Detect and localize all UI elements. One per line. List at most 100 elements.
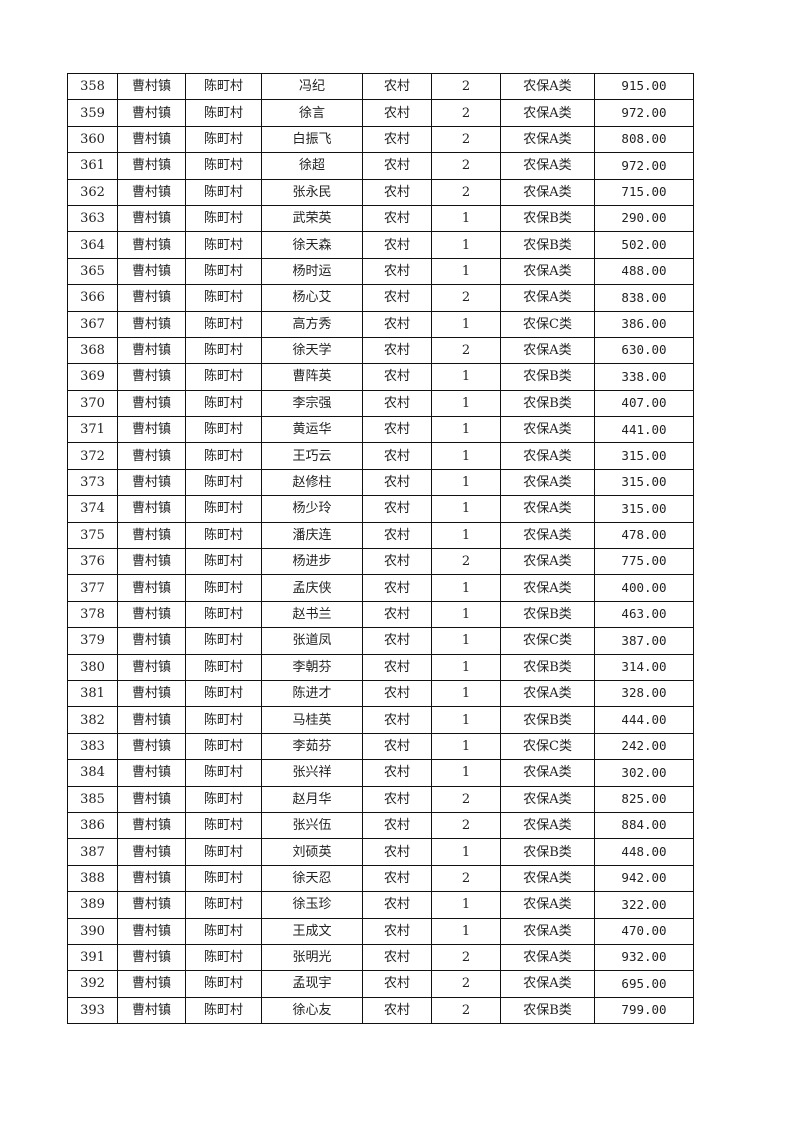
name-cell: 赵修柱 xyxy=(261,468,363,497)
person-count-cell: 1 xyxy=(431,732,501,761)
person-count-cell: 1 xyxy=(431,653,501,681)
household-type-cell: 农村 xyxy=(362,838,432,866)
insurance-category-cell: 农保A类 xyxy=(500,416,595,444)
insurance-category-cell: 农保A类 xyxy=(500,152,595,180)
town-cell: 曹村镇 xyxy=(117,284,186,312)
row-number-cell: 391 xyxy=(67,943,118,972)
amount-cell: 695.00 xyxy=(594,970,694,998)
person-count-cell: 1 xyxy=(431,442,501,470)
insurance-category-cell: 农保B类 xyxy=(500,204,595,233)
person-count-cell: 2 xyxy=(431,811,501,840)
town-cell: 曹村镇 xyxy=(117,310,186,338)
table-row: 379 曹村镇 陈町村 张道凤 农村 1 农保C类 387.00 xyxy=(67,627,694,655)
village-cell: 陈町村 xyxy=(185,732,262,761)
amount-cell: 315.00 xyxy=(594,495,694,523)
row-number-cell: 371 xyxy=(67,416,118,444)
village-cell: 陈町村 xyxy=(185,284,262,312)
row-number-cell: 383 xyxy=(67,732,118,761)
insurance-category-cell: 农保A类 xyxy=(500,970,595,998)
amount-cell: 328.00 xyxy=(594,679,694,708)
amount-cell: 972.00 xyxy=(594,99,694,127)
town-cell: 曹村镇 xyxy=(117,759,186,787)
insurance-category-cell: 农保B类 xyxy=(500,389,595,418)
village-cell: 陈町村 xyxy=(185,864,262,893)
row-number-cell: 393 xyxy=(67,996,118,1025)
row-number-cell: 388 xyxy=(67,864,118,893)
village-cell: 陈町村 xyxy=(185,521,262,550)
village-cell: 陈町村 xyxy=(185,706,262,734)
household-type-cell: 农村 xyxy=(362,732,432,761)
row-number-cell: 376 xyxy=(67,548,118,576)
row-number-cell: 384 xyxy=(67,759,118,787)
village-cell: 陈町村 xyxy=(185,231,262,259)
person-count-cell: 1 xyxy=(431,495,501,523)
amount-cell: 630.00 xyxy=(594,336,694,365)
table-row: 377 曹村镇 陈町村 孟庆侠 农村 1 农保A类 400.00 xyxy=(67,574,694,602)
village-cell: 陈町村 xyxy=(185,759,262,787)
amount-cell: 314.00 xyxy=(594,653,694,681)
name-cell: 徐天学 xyxy=(261,336,363,365)
town-cell: 曹村镇 xyxy=(117,891,186,919)
table-row: 382 曹村镇 陈町村 马桂英 农村 1 农保B类 444.00 xyxy=(67,706,694,734)
name-cell: 赵书兰 xyxy=(261,600,363,629)
person-count-cell: 1 xyxy=(431,917,501,945)
town-cell: 曹村镇 xyxy=(117,442,186,470)
amount-cell: 972.00 xyxy=(594,152,694,180)
household-type-cell: 农村 xyxy=(362,679,432,708)
table-row: 376 曹村镇 陈町村 杨进步 农村 2 农保A类 775.00 xyxy=(67,548,694,576)
name-cell: 张兴祥 xyxy=(261,759,363,787)
town-cell: 曹村镇 xyxy=(117,864,186,893)
village-cell: 陈町村 xyxy=(185,99,262,127)
insurance-category-cell: 农保A类 xyxy=(500,548,595,576)
amount-cell: 932.00 xyxy=(594,943,694,972)
table-row: 373 曹村镇 陈町村 赵修柱 农村 1 农保A类 315.00 xyxy=(67,468,694,497)
name-cell: 白振飞 xyxy=(261,125,363,154)
household-type-cell: 农村 xyxy=(362,389,432,418)
row-number-cell: 359 xyxy=(67,99,118,127)
name-cell: 杨时运 xyxy=(261,257,363,286)
person-count-cell: 2 xyxy=(431,943,501,972)
insurance-category-cell: 农保A类 xyxy=(500,521,595,550)
town-cell: 曹村镇 xyxy=(117,204,186,233)
person-count-cell: 1 xyxy=(431,363,501,391)
household-type-cell: 农村 xyxy=(362,125,432,154)
row-number-cell: 365 xyxy=(67,257,118,286)
table-row: 389 曹村镇 陈町村 徐玉珍 农村 1 农保A类 322.00 xyxy=(67,891,694,919)
amount-cell: 799.00 xyxy=(594,996,694,1025)
village-cell: 陈町村 xyxy=(185,72,262,101)
village-cell: 陈町村 xyxy=(185,811,262,840)
insurance-category-cell: 农保B类 xyxy=(500,838,595,866)
amount-cell: 387.00 xyxy=(594,627,694,655)
person-count-cell: 1 xyxy=(431,231,501,259)
household-type-cell: 农村 xyxy=(362,785,432,813)
table-row: 365 曹村镇 陈町村 杨时运 农村 1 农保A类 488.00 xyxy=(67,257,694,286)
name-cell: 张明光 xyxy=(261,943,363,972)
person-count-cell: 1 xyxy=(431,257,501,286)
household-type-cell: 农村 xyxy=(362,363,432,391)
table-row: 368 曹村镇 陈町村 徐天学 农村 2 农保A类 630.00 xyxy=(67,336,694,365)
table-row: 364 曹村镇 陈町村 徐天森 农村 1 农保B类 502.00 xyxy=(67,231,694,259)
household-type-cell: 农村 xyxy=(362,970,432,998)
household-type-cell: 农村 xyxy=(362,759,432,787)
insurance-category-cell: 农保A类 xyxy=(500,759,595,787)
amount-cell: 315.00 xyxy=(594,468,694,497)
amount-cell: 808.00 xyxy=(594,125,694,154)
name-cell: 徐天森 xyxy=(261,231,363,259)
name-cell: 杨进步 xyxy=(261,548,363,576)
table-row: 370 曹村镇 陈町村 李宗强 农村 1 农保B类 407.00 xyxy=(67,389,694,418)
household-type-cell: 农村 xyxy=(362,336,432,365)
person-count-cell: 1 xyxy=(431,521,501,550)
name-cell: 陈进才 xyxy=(261,679,363,708)
table-row: 385 曹村镇 陈町村 赵月华 农村 2 农保A类 825.00 xyxy=(67,785,694,813)
town-cell: 曹村镇 xyxy=(117,416,186,444)
row-number-cell: 392 xyxy=(67,970,118,998)
table-row: 378 曹村镇 陈町村 赵书兰 农村 1 农保B类 463.00 xyxy=(67,600,694,629)
village-cell: 陈町村 xyxy=(185,495,262,523)
household-type-cell: 农村 xyxy=(362,600,432,629)
household-type-cell: 农村 xyxy=(362,284,432,312)
name-cell: 黄运华 xyxy=(261,416,363,444)
town-cell: 曹村镇 xyxy=(117,679,186,708)
row-number-cell: 358 xyxy=(67,72,118,101)
row-number-cell: 380 xyxy=(67,653,118,681)
name-cell: 潘庆连 xyxy=(261,521,363,550)
